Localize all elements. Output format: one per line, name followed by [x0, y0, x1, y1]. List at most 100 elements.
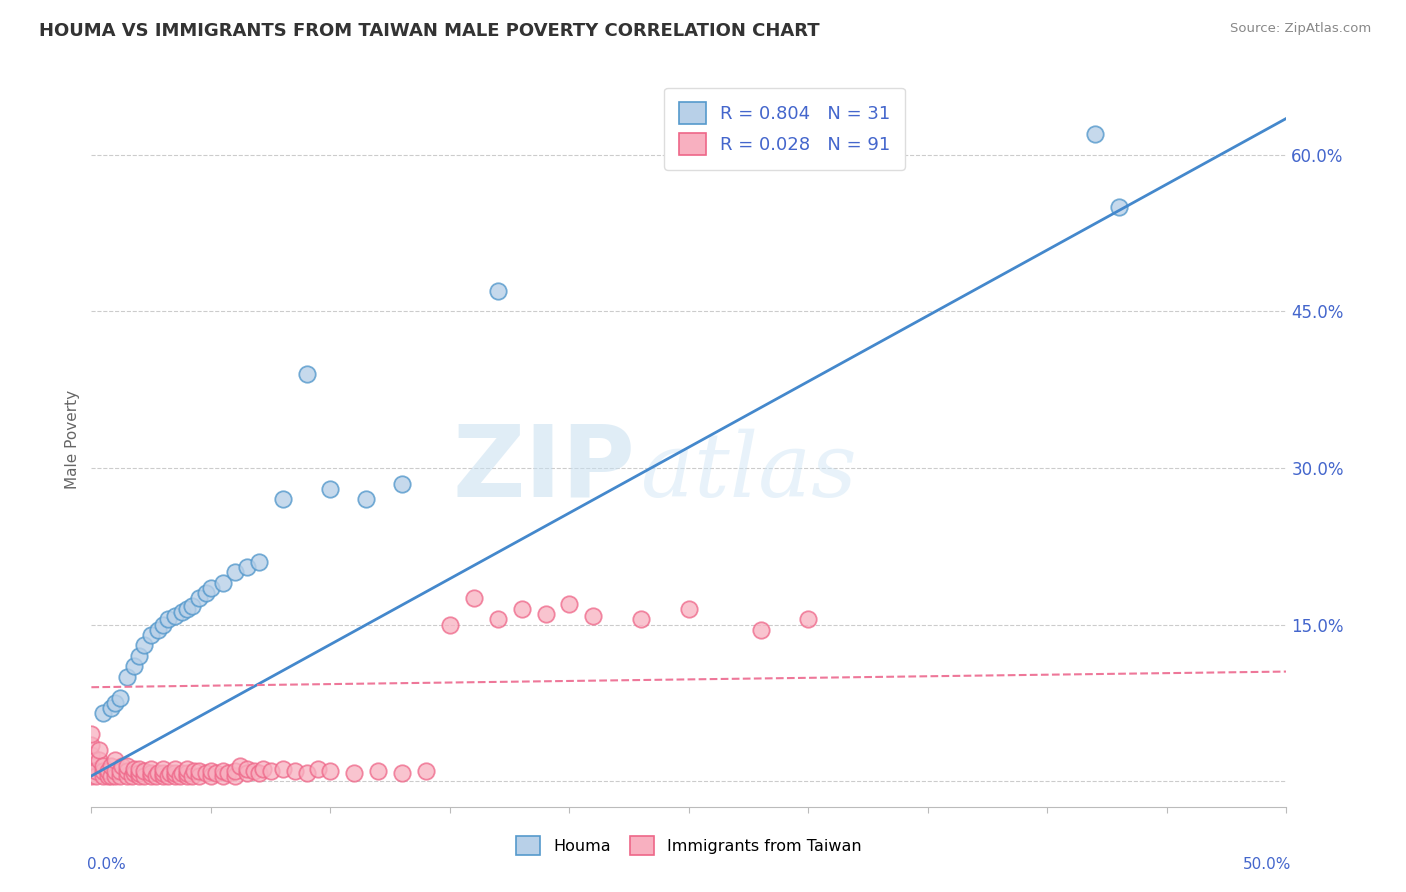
- Text: Source: ZipAtlas.com: Source: ZipAtlas.com: [1230, 22, 1371, 36]
- Point: [1084, 127, 1107, 141]
- Point: [128, 648, 150, 663]
- Point: [80, 758, 103, 772]
- Point: [295, 765, 318, 780]
- Point: [163, 762, 186, 776]
- Point: [247, 555, 270, 569]
- Point: [124, 762, 146, 776]
- Point: [87, 743, 110, 757]
- Point: [558, 597, 581, 611]
- Point: [141, 628, 162, 642]
- Point: [534, 607, 557, 622]
- Text: 0.0%: 0.0%: [87, 857, 125, 872]
- Point: [439, 617, 461, 632]
- Point: [354, 492, 377, 507]
- Point: [100, 701, 122, 715]
- Point: [235, 560, 259, 574]
- Point: [128, 762, 150, 776]
- Point: [80, 747, 103, 762]
- Point: [141, 765, 162, 780]
- Point: [152, 769, 174, 783]
- Point: [180, 769, 202, 783]
- Text: 50.0%: 50.0%: [1243, 857, 1291, 872]
- Point: [172, 605, 194, 619]
- Point: [180, 599, 202, 613]
- Point: [224, 764, 246, 778]
- Point: [84, 764, 107, 778]
- Point: [80, 727, 103, 741]
- Text: HOUMA VS IMMIGRANTS FROM TAIWAN MALE POVERTY CORRELATION CHART: HOUMA VS IMMIGRANTS FROM TAIWAN MALE POV…: [39, 22, 820, 40]
- Point: [132, 764, 155, 778]
- Point: [284, 764, 307, 778]
- Point: [200, 764, 222, 778]
- Point: [271, 762, 294, 776]
- Point: [307, 762, 329, 776]
- Point: [415, 764, 437, 778]
- Point: [108, 690, 131, 705]
- Point: [148, 765, 170, 780]
- Point: [84, 769, 107, 783]
- Point: [252, 762, 274, 776]
- Point: [97, 769, 120, 783]
- Point: [247, 765, 270, 780]
- Point: [115, 758, 138, 772]
- Point: [343, 765, 366, 780]
- Point: [93, 706, 114, 721]
- Point: [243, 764, 266, 778]
- Point: [128, 765, 150, 780]
- Point: [145, 769, 167, 783]
- Point: [176, 765, 198, 780]
- Point: [224, 566, 246, 580]
- Point: [176, 762, 198, 776]
- Point: [228, 758, 250, 772]
- Point: [80, 738, 103, 752]
- Point: [319, 764, 342, 778]
- Point: [163, 765, 186, 780]
- Point: [319, 482, 342, 496]
- Point: [87, 753, 110, 767]
- Text: ZIP: ZIP: [453, 420, 636, 517]
- Point: [128, 769, 150, 783]
- Point: [93, 769, 114, 783]
- Point: [100, 758, 122, 772]
- Point: [211, 575, 233, 590]
- Point: [1108, 200, 1130, 214]
- Point: [217, 765, 239, 780]
- Point: [163, 609, 186, 624]
- Point: [235, 765, 259, 780]
- Point: [97, 764, 120, 778]
- Point: [163, 769, 186, 783]
- Point: [132, 639, 155, 653]
- Point: [115, 769, 138, 783]
- Point: [200, 769, 222, 783]
- Point: [391, 765, 413, 780]
- Point: [630, 612, 652, 626]
- Point: [367, 764, 389, 778]
- Point: [100, 769, 122, 783]
- Point: [108, 769, 131, 783]
- Point: [121, 769, 143, 783]
- Point: [295, 367, 318, 381]
- Point: [582, 609, 605, 624]
- Point: [391, 476, 413, 491]
- Point: [187, 764, 211, 778]
- Point: [93, 758, 114, 772]
- Point: [104, 696, 127, 710]
- Point: [187, 591, 211, 606]
- Point: [183, 764, 205, 778]
- Point: [104, 753, 127, 767]
- Point: [176, 769, 198, 783]
- Point: [148, 623, 170, 637]
- Point: [486, 612, 509, 626]
- Point: [156, 612, 179, 626]
- Point: [141, 769, 162, 783]
- Point: [159, 765, 181, 780]
- Point: [259, 764, 281, 778]
- Point: [235, 762, 259, 776]
- Point: [749, 623, 772, 637]
- Text: atlas: atlas: [641, 429, 856, 516]
- Point: [678, 602, 700, 616]
- Point: [195, 586, 218, 600]
- Point: [169, 769, 191, 783]
- Point: [204, 765, 226, 780]
- Point: [132, 769, 155, 783]
